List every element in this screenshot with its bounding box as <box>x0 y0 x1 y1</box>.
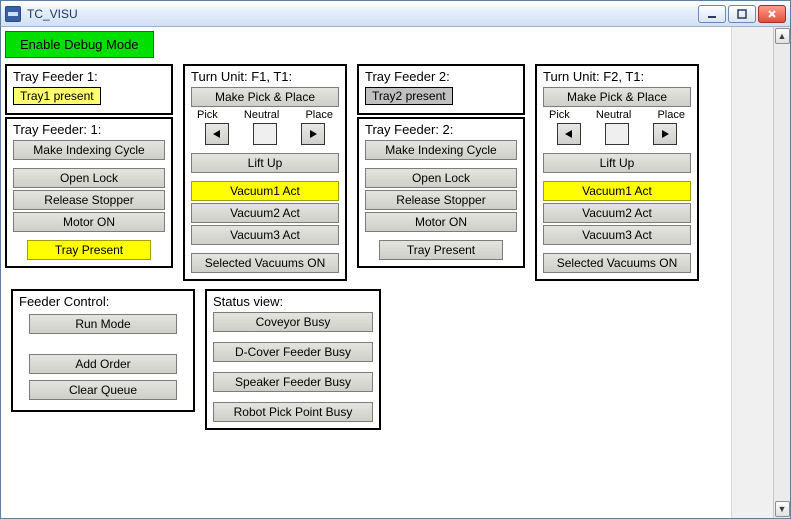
selected-vacuums-on-1-button[interactable]: Selected Vacuums ON <box>191 253 339 273</box>
vacuum2-act-2-button[interactable]: Vacuum2 Act <box>543 203 691 223</box>
vertical-scrollbar[interactable]: ▲ ▼ <box>773 27 790 518</box>
motor-on-2-button[interactable]: Motor ON <box>365 212 517 232</box>
triangle-right-icon <box>308 129 318 139</box>
maximize-button[interactable] <box>728 5 756 23</box>
tray-feeder-2-panel: Tray Feeder: 2: Make Indexing Cycle Open… <box>357 117 525 268</box>
add-order-button[interactable]: Add Order <box>29 354 177 374</box>
tray2-present-indicator: Tray2 present <box>365 87 453 105</box>
motor-on-1-button[interactable]: Motor ON <box>13 212 165 232</box>
release-stopper-1-button[interactable]: Release Stopper <box>13 190 165 210</box>
neutral-pos-2-button[interactable] <box>605 123 629 145</box>
open-lock-1-button[interactable]: Open Lock <box>13 168 165 188</box>
tray-feeder-2-column: Tray Feeder 2: Tray2 present Tray Feeder… <box>357 64 525 268</box>
feeder-row: Tray Feeder 1: Tray1 present Tray Feeder… <box>5 64 727 281</box>
tray-feeder-1-sub-heading: Tray Feeder: 1: <box>13 122 165 137</box>
vacuum3-act-1-button[interactable]: Vacuum3 Act <box>191 225 339 245</box>
vacuum1-act-2-button[interactable]: Vacuum1 Act <box>543 181 691 201</box>
neutral-label-2: Neutral <box>596 109 631 121</box>
client-area: Enable Debug Mode Tray Feeder 1: Tray1 p… <box>1 27 790 518</box>
release-stopper-2-button[interactable]: Release Stopper <box>365 190 517 210</box>
speaker-feeder-busy-indicator[interactable]: Speaker Feeder Busy <box>213 372 373 392</box>
place-label-1: Place <box>305 109 333 121</box>
window-title: TC_VISU <box>27 7 698 21</box>
turn-unit-2-heading: Turn Unit: F2, T1: <box>543 69 691 84</box>
neutral-pos-1-button[interactable] <box>253 123 277 145</box>
vacuum1-act-1-button[interactable]: Vacuum1 Act <box>191 181 339 201</box>
triangle-left-icon <box>564 129 574 139</box>
feeder-control-heading: Feeder Control: <box>19 294 187 309</box>
turn-unit-1-heading: Turn Unit: F1, T1: <box>191 69 339 84</box>
robot-pick-point-busy-indicator[interactable]: Robot Pick Point Busy <box>213 402 373 422</box>
status-view-heading: Status view: <box>213 294 373 309</box>
pick-pos-1-button[interactable] <box>205 123 229 145</box>
clear-queue-button[interactable]: Clear Queue <box>29 380 177 400</box>
neutral-label-1: Neutral <box>244 109 279 121</box>
minimize-button[interactable] <box>698 5 726 23</box>
make-indexing-cycle-2-button[interactable]: Make Indexing Cycle <box>365 140 517 160</box>
lift-up-2-button[interactable]: Lift Up <box>543 153 691 173</box>
title-bar: TC_VISU <box>1 1 790 27</box>
triangle-right-icon <box>660 129 670 139</box>
triangle-left-icon <box>212 129 222 139</box>
tray-feeder-2-sub-heading: Tray Feeder: 2: <box>365 122 517 137</box>
enable-debug-button[interactable]: Enable Debug Mode <box>5 31 154 58</box>
scroll-down-button[interactable]: ▼ <box>775 501 790 517</box>
app-icon <box>5 6 21 22</box>
place-pos-2-button[interactable] <box>653 123 677 145</box>
turn-unit-2-panel: Turn Unit: F2, T1: Make Pick & Place Pic… <box>535 64 699 281</box>
tray-present-2-button[interactable]: Tray Present <box>379 240 503 260</box>
lift-up-1-button[interactable]: Lift Up <box>191 153 339 173</box>
turn-unit-1-panel: Turn Unit: F1, T1: Make Pick & Place Pic… <box>183 64 347 281</box>
run-mode-button[interactable]: Run Mode <box>29 314 177 334</box>
tray-feeder-1-column: Tray Feeder 1: Tray1 present Tray Feeder… <box>5 64 173 268</box>
pick-pos-2-button[interactable] <box>557 123 581 145</box>
tray-present-1-button[interactable]: Tray Present <box>27 240 151 260</box>
tray-feeder-1-header-panel: Tray Feeder 1: Tray1 present <box>5 64 173 115</box>
lower-row: Feeder Control: Run Mode Add Order Clear… <box>11 289 727 430</box>
app-window: TC_VISU Enable Debug Mode Tray Feeder 1: <box>0 0 791 519</box>
make-indexing-cycle-1-button[interactable]: Make Indexing Cycle <box>13 140 165 160</box>
turn-unit-1-pos-labels: Pick Neutral Place <box>191 109 339 121</box>
selected-vacuums-on-2-button[interactable]: Selected Vacuums ON <box>543 253 691 273</box>
make-pick-place-2-button[interactable]: Make Pick & Place <box>543 87 691 107</box>
place-label-2: Place <box>657 109 685 121</box>
tray-feeder-1-heading: Tray Feeder 1: <box>13 69 165 84</box>
content-area: Enable Debug Mode Tray Feeder 1: Tray1 p… <box>1 27 731 518</box>
turn-unit-2-pos-labels: Pick Neutral Place <box>543 109 691 121</box>
conveyor-busy-indicator[interactable]: Coveyor Busy <box>213 312 373 332</box>
place-pos-1-button[interactable] <box>301 123 325 145</box>
tray1-present-indicator: Tray1 present <box>13 87 101 105</box>
tray-feeder-2-header-panel: Tray Feeder 2: Tray2 present <box>357 64 525 115</box>
dcover-feeder-busy-indicator[interactable]: D-Cover Feeder Busy <box>213 342 373 362</box>
tray-feeder-1-panel: Tray Feeder: 1: Make Indexing Cycle Open… <box>5 117 173 268</box>
pick-label-1: Pick <box>197 109 218 121</box>
status-view-panel: Status view: Coveyor Busy D-Cover Feeder… <box>205 289 381 430</box>
vacuum2-act-1-button[interactable]: Vacuum2 Act <box>191 203 339 223</box>
feeder-control-panel: Feeder Control: Run Mode Add Order Clear… <box>11 289 195 412</box>
pick-label-2: Pick <box>549 109 570 121</box>
scroll-up-button[interactable]: ▲ <box>775 28 790 44</box>
window-buttons <box>698 5 786 23</box>
tray-feeder-2-heading: Tray Feeder 2: <box>365 69 517 84</box>
vacuum3-act-2-button[interactable]: Vacuum3 Act <box>543 225 691 245</box>
open-lock-2-button[interactable]: Open Lock <box>365 168 517 188</box>
make-pick-place-1-button[interactable]: Make Pick & Place <box>191 87 339 107</box>
right-margin <box>731 27 773 518</box>
close-button[interactable] <box>758 5 786 23</box>
